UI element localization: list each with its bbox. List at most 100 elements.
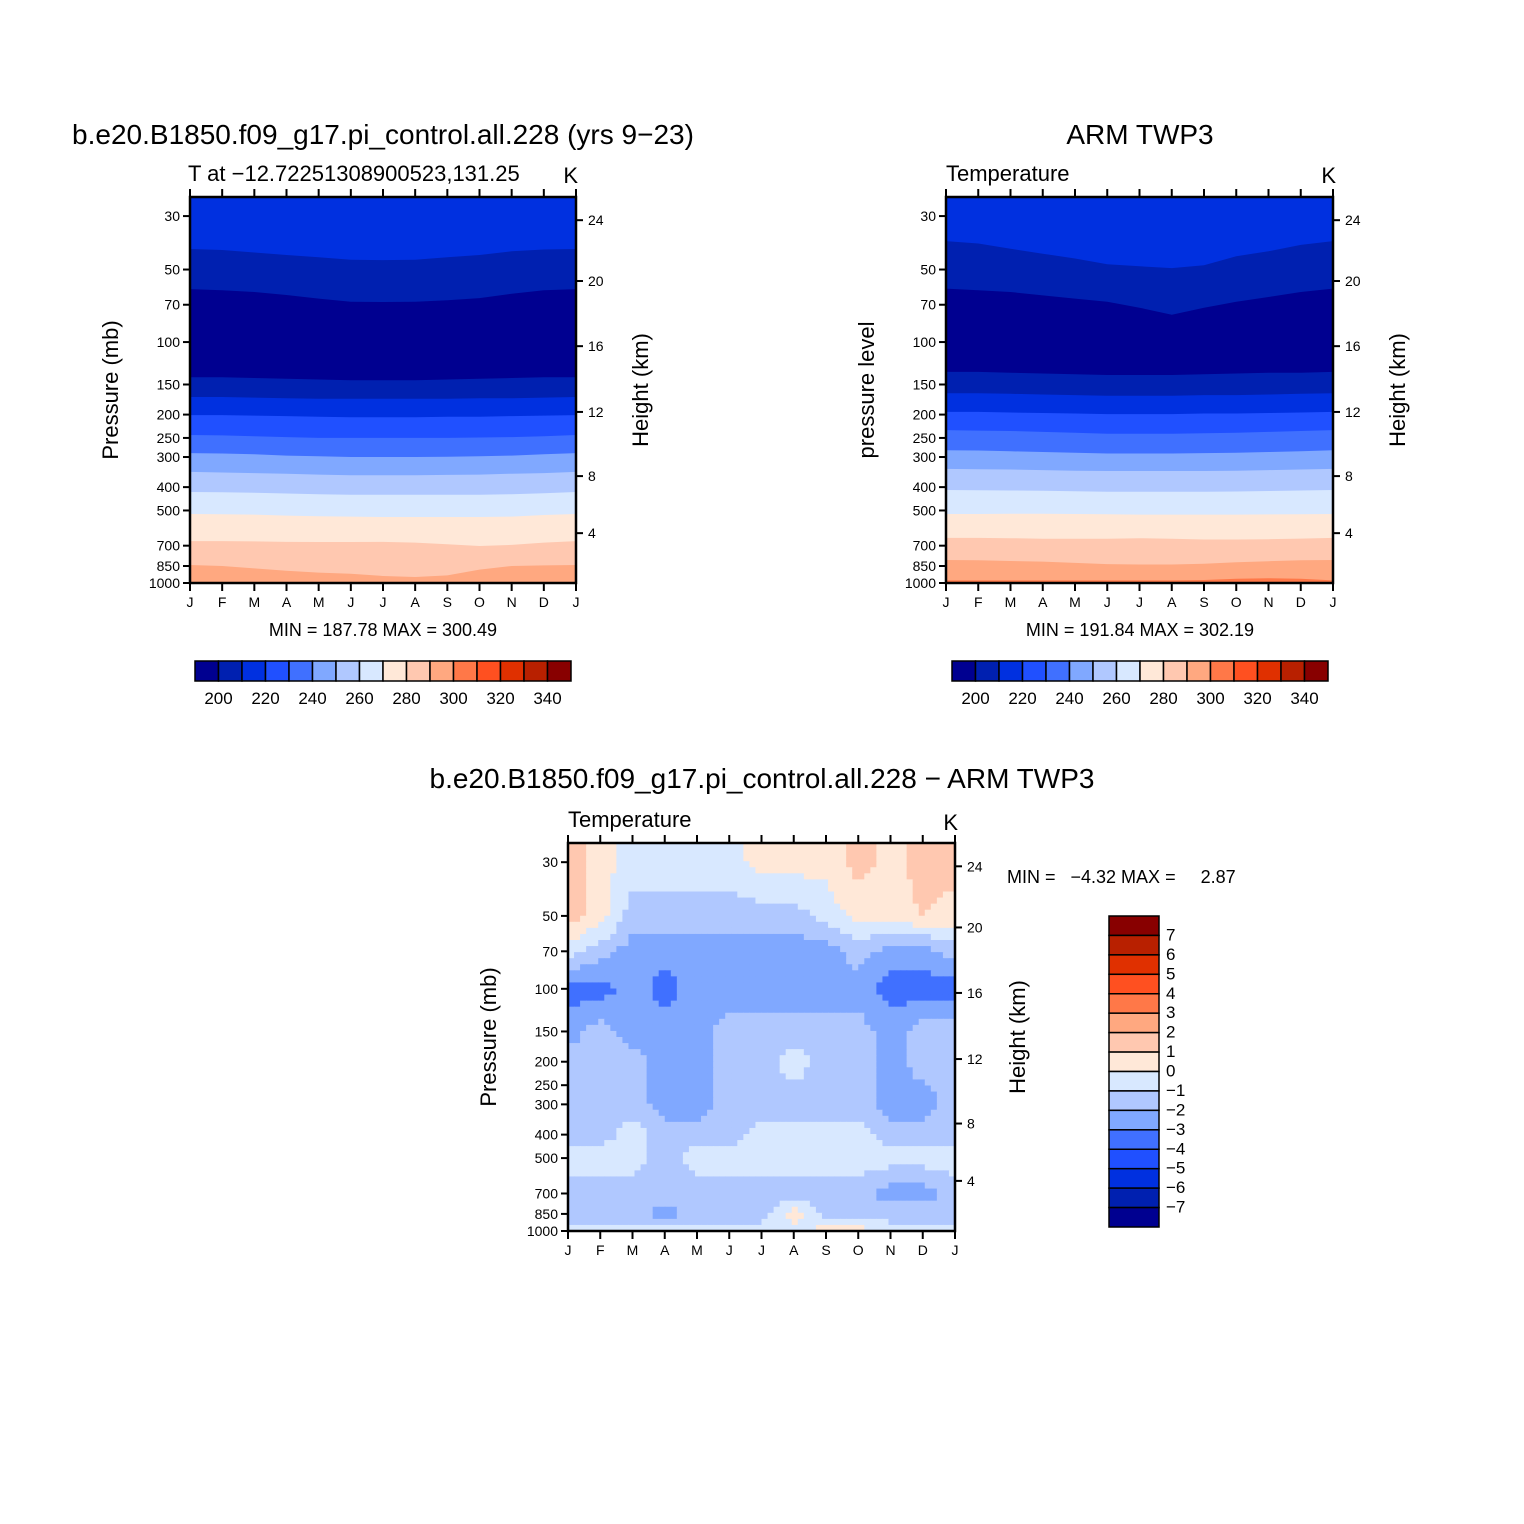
contour-cell xyxy=(942,1061,950,1068)
contour-cell xyxy=(828,1055,835,1062)
contour-cell xyxy=(592,1200,599,1208)
contour-cell xyxy=(616,1158,624,1165)
contour-cell xyxy=(598,903,605,911)
contour-cell xyxy=(640,994,648,1002)
contour-cell xyxy=(713,1018,720,1026)
panel3-title: b.e20.B1850.f09_g17.pi_control.all.228 −… xyxy=(430,763,1095,794)
contour-cell xyxy=(598,921,605,929)
contour-cell xyxy=(906,1067,914,1074)
contour-cell xyxy=(876,1079,884,1087)
contour-cell xyxy=(828,1079,835,1087)
contour-cell xyxy=(568,1176,575,1184)
contour-cell xyxy=(725,855,732,862)
contour-cell xyxy=(828,1000,835,1008)
contour-cell xyxy=(900,1067,908,1074)
contour-cell xyxy=(568,927,575,935)
contour-cell xyxy=(870,994,877,1002)
contour-cell xyxy=(749,958,757,965)
contour-cell xyxy=(846,933,853,941)
contour-cell xyxy=(604,1073,611,1081)
contour-cell xyxy=(888,1158,896,1165)
contour-cell xyxy=(894,1049,902,1056)
contour-cell xyxy=(725,927,732,935)
contour-cell xyxy=(828,1188,835,1196)
contour-cell xyxy=(640,897,648,905)
contour-cell xyxy=(731,952,738,959)
contour-cell xyxy=(948,1182,956,1190)
contour-cell xyxy=(580,1061,587,1068)
contour-cell xyxy=(785,1091,793,1099)
contour-cell xyxy=(640,843,648,850)
contour-cell xyxy=(936,849,944,856)
contour-cell xyxy=(828,1067,835,1074)
contour-cell xyxy=(719,879,726,887)
contour-cell xyxy=(900,1200,908,1208)
contour-cell xyxy=(652,1037,660,1044)
contour-cell xyxy=(821,970,829,977)
contour-cell xyxy=(864,855,871,862)
contour-cell xyxy=(604,1067,611,1074)
contour-cell xyxy=(598,1115,605,1123)
contour-cell xyxy=(791,1127,799,1135)
contour-cell xyxy=(882,1097,890,1105)
contour-cell xyxy=(852,952,859,959)
contour-cell xyxy=(834,927,841,935)
contour-cell xyxy=(870,1212,877,1220)
contour-cell xyxy=(924,873,932,880)
contour-cell xyxy=(634,1085,642,1093)
contour-cell xyxy=(894,933,902,941)
contour-cell xyxy=(840,982,847,990)
contour-cell xyxy=(586,1091,593,1099)
contour-cell xyxy=(785,1127,793,1135)
contour-cell xyxy=(670,1152,678,1159)
contour-cell xyxy=(592,927,599,935)
contour-cell xyxy=(731,1176,738,1184)
contour-cell xyxy=(852,891,859,899)
contour-cell xyxy=(912,1037,920,1044)
contour-cell xyxy=(864,946,871,953)
contour-cell xyxy=(900,1037,908,1044)
contour-cell xyxy=(694,1030,702,1038)
contour-cell xyxy=(737,927,744,935)
contour-cell xyxy=(930,867,938,874)
contour-cell xyxy=(767,1024,775,1032)
contour-cell xyxy=(882,867,890,874)
contour-cell xyxy=(852,1152,859,1159)
contour-cell xyxy=(743,958,751,965)
contour-cell xyxy=(755,988,763,996)
contour-cell xyxy=(882,1085,890,1093)
contour-cell xyxy=(912,1079,920,1087)
contour-cell xyxy=(658,921,666,929)
colorbar-label: 300 xyxy=(1196,689,1224,708)
contour-cell xyxy=(864,1024,871,1032)
contour-cell xyxy=(900,1115,908,1123)
contour-cell xyxy=(930,1067,938,1074)
contour-cell xyxy=(912,1030,920,1038)
contour-cell xyxy=(846,1164,853,1171)
contour-cell xyxy=(858,964,865,971)
contour-cell xyxy=(876,1037,884,1044)
contour-cell xyxy=(918,1037,926,1044)
contour-cell xyxy=(948,1055,956,1062)
contour-cell xyxy=(688,1164,696,1171)
contour-cell xyxy=(936,1170,944,1178)
contour-cell xyxy=(586,1115,593,1123)
contour-cell xyxy=(924,964,932,971)
contour-cell xyxy=(761,1091,769,1099)
contour-cell xyxy=(924,1085,932,1093)
contour-cell xyxy=(622,1097,630,1105)
contour-cell xyxy=(870,1194,877,1202)
contour-cell xyxy=(628,958,636,965)
contour-cell xyxy=(906,861,914,868)
contour-cell xyxy=(828,1018,835,1026)
contour-cell xyxy=(918,885,926,893)
contour-cell xyxy=(688,1073,696,1081)
contour-cell xyxy=(610,1194,617,1202)
contour-cell xyxy=(924,1182,932,1190)
contour-cell xyxy=(628,1024,636,1032)
contour-cell xyxy=(640,1079,648,1087)
contour-cell xyxy=(580,1012,587,1020)
contour-cell xyxy=(640,988,648,996)
contour-cell xyxy=(701,933,708,941)
contour-cell xyxy=(592,1134,599,1141)
